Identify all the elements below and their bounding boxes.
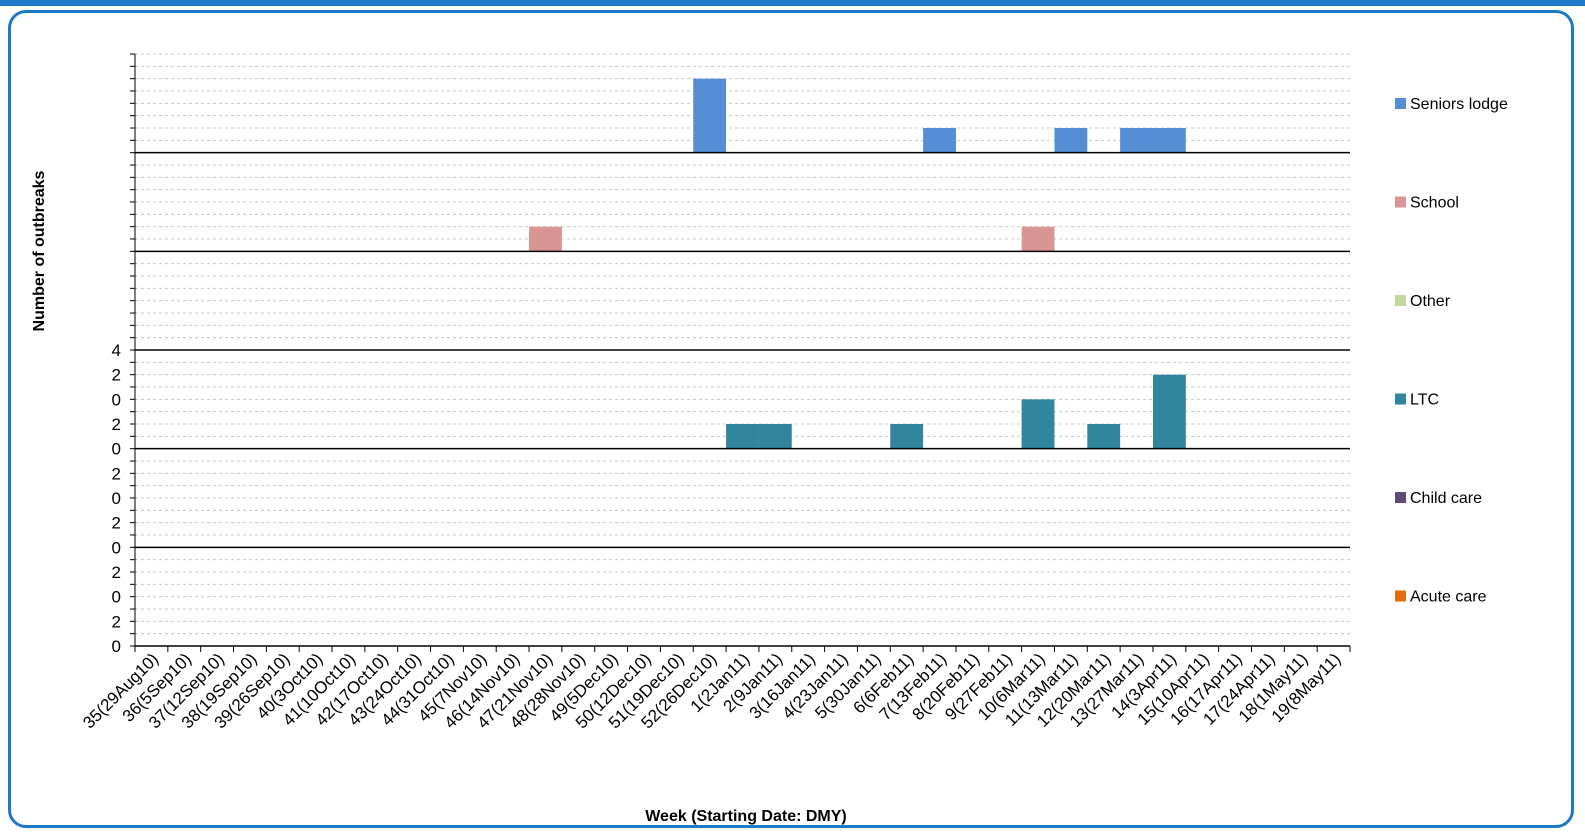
y-tick-label: 2 bbox=[112, 464, 121, 483]
legend-label: Other bbox=[1410, 293, 1451, 310]
y-tick-label: 0 bbox=[112, 588, 121, 607]
y-tick-label: 2 bbox=[112, 366, 121, 385]
legend-swatch bbox=[1395, 393, 1406, 405]
gridlines bbox=[135, 53, 1350, 635]
legend-label: School bbox=[1410, 195, 1459, 212]
y-tick-label: 0 bbox=[112, 538, 121, 557]
y-tick-label: 2 bbox=[112, 612, 121, 631]
x-axis-label: Week (Starting Date: DMY) bbox=[645, 808, 847, 825]
y-tick-label: 4 bbox=[112, 341, 121, 360]
bar-school bbox=[529, 226, 562, 252]
bar-seniors-lodge bbox=[923, 128, 956, 153]
legend-swatch bbox=[1395, 295, 1406, 306]
legend-swatch bbox=[1395, 590, 1406, 602]
bar-ltc bbox=[1021, 399, 1055, 449]
y-tick-label: 0 bbox=[112, 440, 121, 459]
bar-seniors-lodge bbox=[1152, 128, 1186, 153]
y-tick-label: 0 bbox=[112, 489, 121, 508]
y-tick-label: 2 bbox=[112, 514, 121, 533]
legend-swatch bbox=[1395, 98, 1406, 109]
legend-label: LTC bbox=[1410, 392, 1439, 409]
bar-seniors-lodge bbox=[1120, 128, 1153, 153]
bar-seniors-lodge bbox=[693, 78, 727, 153]
bars bbox=[529, 78, 1186, 449]
legend: Seniors lodge School Other LTC Child care Acu… bbox=[1395, 96, 1508, 606]
y-axis-label: Number of outbreaks bbox=[31, 170, 48, 331]
bar-ltc bbox=[1152, 374, 1186, 449]
axes: 020202020202435(29Aug10)36(5Sep10)37(12S… bbox=[79, 53, 1351, 732]
y-tick-label: 2 bbox=[112, 415, 121, 434]
legend-label: Child care bbox=[1410, 490, 1482, 507]
bar-ltc bbox=[1087, 424, 1121, 449]
bar-ltc bbox=[758, 424, 792, 449]
bar-seniors-lodge bbox=[1054, 128, 1088, 153]
y-tick-label: 0 bbox=[112, 637, 121, 656]
chart-frame bbox=[8, 10, 1574, 828]
legend-label: Acute care bbox=[1410, 589, 1487, 606]
bar-ltc bbox=[890, 424, 924, 449]
y-tick-label: 2 bbox=[112, 563, 121, 582]
bar-school bbox=[1021, 226, 1055, 252]
legend-label: Seniors lodge bbox=[1410, 96, 1508, 113]
top-border-strip bbox=[0, 0, 1585, 6]
legend-swatch bbox=[1395, 492, 1406, 503]
y-tick-label: 0 bbox=[112, 390, 121, 409]
bar-ltc bbox=[726, 424, 759, 449]
legend-swatch bbox=[1395, 196, 1406, 208]
